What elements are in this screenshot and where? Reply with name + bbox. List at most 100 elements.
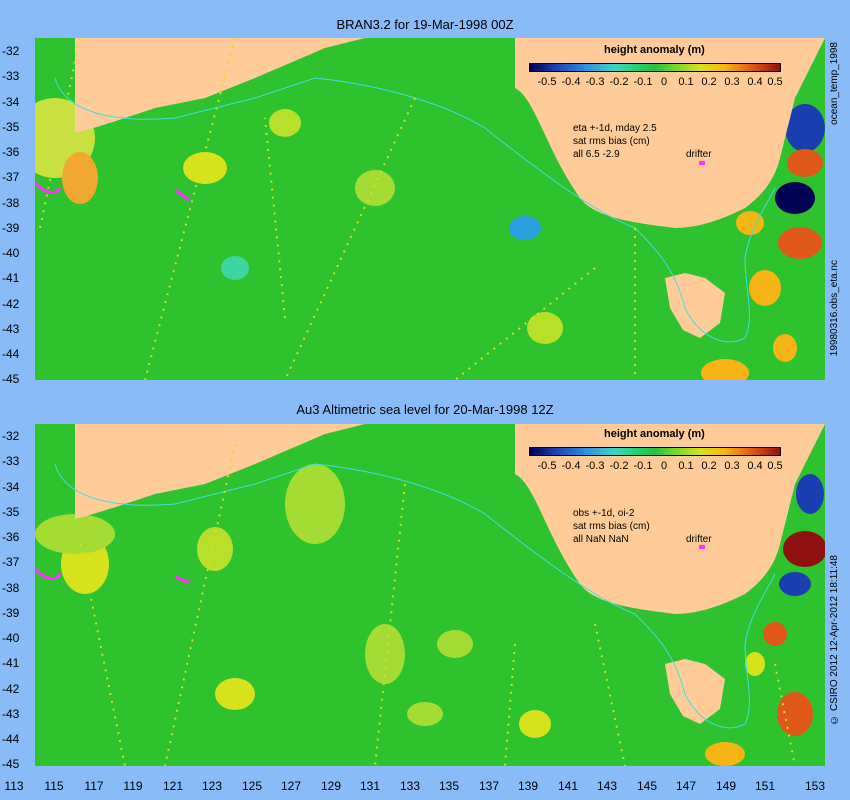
legend-tick: 0.2 bbox=[701, 76, 717, 88]
y-tick: -33 bbox=[2, 454, 20, 468]
legend-tick: 0.1 bbox=[678, 76, 694, 88]
drifter-track-central bbox=[174, 574, 191, 584]
y-tick: -43 bbox=[2, 707, 20, 721]
y-tick: -39 bbox=[2, 221, 20, 235]
drifter-track-west bbox=[35, 181, 62, 195]
y-tick: -35 bbox=[2, 505, 20, 519]
legend-tick: -0.4 bbox=[561, 460, 581, 472]
y-tick: -34 bbox=[2, 95, 20, 109]
legend-tick: -0.1 bbox=[633, 460, 653, 472]
x-tick: 151 bbox=[754, 779, 776, 793]
y-tick: -32 bbox=[2, 429, 20, 443]
y-tick: -43 bbox=[2, 322, 20, 336]
legend-tick: 0 bbox=[660, 76, 668, 88]
y-tick: -45 bbox=[2, 372, 20, 386]
y-tick: -42 bbox=[2, 297, 20, 311]
x-tick: 147 bbox=[675, 779, 697, 793]
legend-tick: -0.4 bbox=[561, 76, 581, 88]
y-tick: -41 bbox=[2, 271, 20, 285]
y-tick: -32 bbox=[2, 44, 20, 58]
tasmania-land bbox=[665, 659, 725, 724]
x-tick: 131 bbox=[359, 779, 381, 793]
shelf-contour-line bbox=[54, 463, 776, 729]
satellite-tracks bbox=[79, 443, 796, 766]
x-tick: 149 bbox=[715, 779, 737, 793]
y-tick: -44 bbox=[2, 732, 20, 746]
x-tick: 137 bbox=[478, 779, 500, 793]
legend-tick: 0.5 bbox=[767, 460, 783, 472]
satellite-tracks bbox=[39, 38, 636, 380]
x-tick: 133 bbox=[399, 779, 421, 793]
bottom-drifter-label: drifter bbox=[686, 534, 712, 545]
x-tick: 139 bbox=[517, 779, 539, 793]
top-drifter-marker bbox=[699, 161, 705, 165]
bottom-drifter-marker bbox=[699, 545, 705, 549]
legend-tick: 0.1 bbox=[678, 460, 694, 472]
x-tick: 135 bbox=[438, 779, 460, 793]
anomaly-blobs bbox=[35, 98, 825, 380]
legend-tick: 0.4 bbox=[747, 460, 763, 472]
top-stats: eta +-1d, mday 2.5 sat rms bias (cm) all… bbox=[573, 122, 657, 161]
top-panel-title: BRAN3.2 for 19-Mar-1998 00Z bbox=[336, 17, 514, 32]
x-tick: 129 bbox=[320, 779, 342, 793]
legend-tick: 0.3 bbox=[724, 76, 740, 88]
x-tick: 113 bbox=[4, 779, 24, 793]
legend-tick: 0.2 bbox=[701, 460, 717, 472]
legend-tick: -0.3 bbox=[585, 460, 605, 472]
y-tick: -39 bbox=[2, 606, 20, 620]
legend-tick: -0.2 bbox=[609, 460, 629, 472]
bottom-side-text: © CSIRO 2012 12-Apr-2012 18:11:48 bbox=[829, 555, 840, 725]
x-tick: 153 bbox=[804, 779, 826, 793]
top-legend-colorbar bbox=[529, 63, 781, 72]
x-tick: 115 bbox=[44, 779, 64, 793]
y-tick: -36 bbox=[2, 530, 20, 544]
bottom-map bbox=[35, 424, 825, 766]
top-side-text: ocean_temp_1998 bbox=[829, 42, 840, 125]
y-tick: -45 bbox=[2, 757, 20, 771]
y-tick: -35 bbox=[2, 120, 20, 134]
bottom-panel-title: Au3 Altimetric sea level for 20-Mar-1998… bbox=[296, 402, 554, 417]
top-map bbox=[35, 38, 825, 380]
top-drifter-label: drifter bbox=[686, 149, 712, 160]
y-tick: -40 bbox=[2, 246, 20, 260]
x-tick: 119 bbox=[123, 779, 143, 793]
stat-line: sat rms bias (cm) bbox=[573, 136, 650, 147]
legend-tick: -0.5 bbox=[537, 76, 557, 88]
top-side-text-lower: 19980316.obs_eta.nc bbox=[829, 260, 840, 357]
y-tick: -36 bbox=[2, 145, 20, 159]
legend-tick: 0.3 bbox=[724, 460, 740, 472]
legend-tick: -0.2 bbox=[609, 76, 629, 88]
stat-line: sat rms bias (cm) bbox=[573, 521, 650, 532]
shelf-contour-line bbox=[54, 77, 776, 343]
y-tick: -41 bbox=[2, 656, 20, 670]
top-map-svg bbox=[35, 38, 825, 380]
legend-tick: 0.4 bbox=[747, 76, 763, 88]
bottom-stats: obs +-1d, oi-2 sat rms bias (cm) all NaN… bbox=[573, 507, 650, 546]
legend-tick: 0.5 bbox=[767, 76, 783, 88]
bottom-legend-colorbar bbox=[529, 447, 781, 456]
bottom-legend-title: height anomaly (m) bbox=[604, 428, 705, 440]
y-tick: -33 bbox=[2, 69, 20, 83]
australia-land-west bbox=[75, 424, 365, 519]
y-tick: -37 bbox=[2, 555, 20, 569]
legend-tick: 0 bbox=[660, 460, 668, 472]
x-tick: 143 bbox=[596, 779, 618, 793]
y-tick: -44 bbox=[2, 347, 20, 361]
y-tick: -38 bbox=[2, 581, 20, 595]
legend-tick: -0.5 bbox=[537, 460, 557, 472]
stat-line: obs +-1d, oi-2 bbox=[573, 508, 635, 519]
x-tick: 141 bbox=[557, 779, 579, 793]
y-tick: -38 bbox=[2, 196, 20, 210]
x-tick: 145 bbox=[636, 779, 658, 793]
bottom-legend-labels: -0.5 -0.4 -0.3 -0.2 -0.1 0 0.1 0.2 0.3 0… bbox=[529, 460, 783, 474]
drifter-track-west bbox=[35, 567, 62, 581]
x-tick: 123 bbox=[201, 779, 223, 793]
y-tick: -34 bbox=[2, 480, 20, 494]
y-tick: -37 bbox=[2, 170, 20, 184]
x-tick: 117 bbox=[84, 779, 104, 793]
y-tick: -42 bbox=[2, 682, 20, 696]
australia-land-east bbox=[365, 38, 825, 228]
drifter-track-central bbox=[174, 188, 191, 202]
australia-land-west bbox=[75, 38, 365, 133]
stat-line: eta +-1d, mday 2.5 bbox=[573, 123, 657, 134]
